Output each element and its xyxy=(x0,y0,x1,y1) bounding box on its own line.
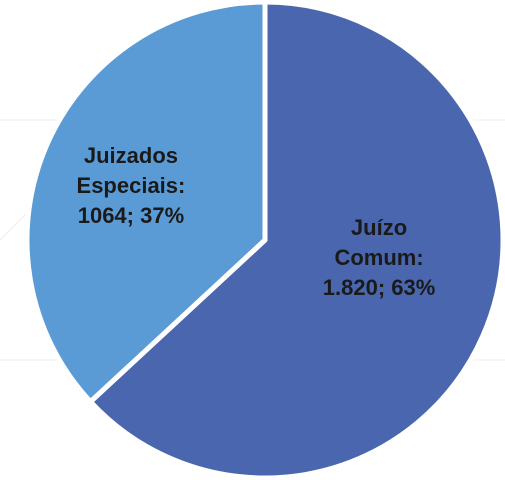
category-name: Juizados Especiais: xyxy=(76,143,186,199)
value-label: 1.820; 63% xyxy=(322,274,436,300)
pie-slice xyxy=(87,0,505,480)
slice-label: Juízo Comum: 1.820; 63% xyxy=(304,213,454,303)
pie-slice xyxy=(24,0,268,405)
slice-label: Juizados Especiais: 1064; 37% xyxy=(56,141,206,231)
value-label: 1064; 37% xyxy=(77,203,185,229)
category-name: Juízo Comum: xyxy=(334,214,424,270)
